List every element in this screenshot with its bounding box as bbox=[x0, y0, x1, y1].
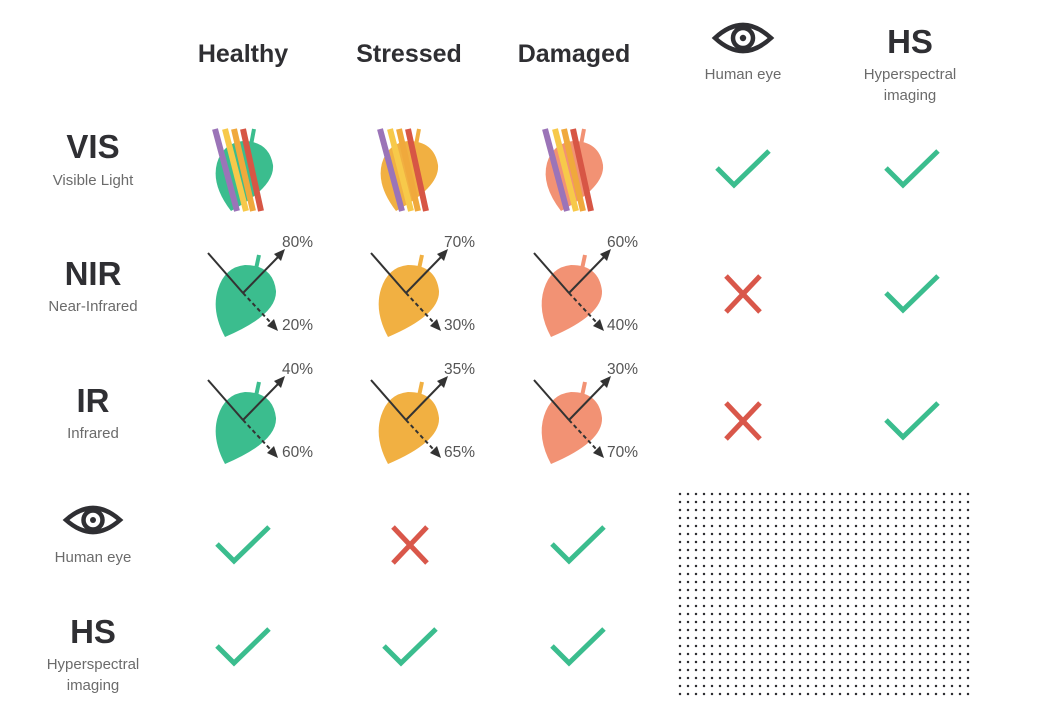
col-header-hs-subtitle-1: Hyperspectral bbox=[863, 66, 957, 83]
ir-human-eye-mark bbox=[714, 399, 772, 448]
row-header-nir: NIR bbox=[64, 255, 122, 292]
nir-human-eye-mark bbox=[714, 272, 772, 321]
ir-stressed-transmitted: 65% bbox=[444, 444, 476, 461]
nir-stressed-transmitted: 30% bbox=[444, 317, 476, 334]
check-icon bbox=[215, 627, 271, 667]
nir-damaged-transmitted: 40% bbox=[607, 317, 639, 334]
col-header-hs-subtitle-2: imaging bbox=[883, 87, 937, 104]
nir-damaged-leaf-illustration bbox=[533, 249, 611, 337]
nir-healthy-leaf-illustration bbox=[207, 249, 285, 337]
nir-stressed-leaf-illustration bbox=[370, 249, 448, 337]
row-header-hs-subtitle-2: imaging bbox=[66, 677, 120, 694]
cross-icon bbox=[724, 274, 762, 314]
check-icon bbox=[550, 627, 606, 667]
vis-healthy-leaf-illustration bbox=[212, 128, 274, 212]
hs-damaged-mark bbox=[549, 625, 607, 674]
vis-human-eye-mark bbox=[714, 147, 772, 196]
col-header-damaged: Damaged bbox=[517, 40, 631, 68]
col-header-hs: HS bbox=[887, 23, 933, 60]
hs-stressed-mark bbox=[381, 625, 439, 674]
ir-healthy-leaf-illustration bbox=[207, 376, 285, 464]
check-icon bbox=[550, 525, 606, 565]
eye-icon bbox=[62, 505, 124, 535]
nir-hs-mark bbox=[883, 272, 941, 321]
ir-damaged-reflected: 30% bbox=[607, 361, 639, 378]
cross-icon bbox=[391, 525, 429, 565]
eye-icon bbox=[711, 22, 775, 54]
ir-healthy-transmitted: 60% bbox=[282, 444, 314, 461]
ir-healthy-reflected: 40% bbox=[282, 361, 314, 378]
nir-healthy-reflected: 80% bbox=[282, 234, 314, 251]
human-eye-stressed-mark bbox=[381, 523, 439, 572]
ir-stressed-leaf-illustration bbox=[370, 376, 448, 464]
check-icon bbox=[884, 274, 940, 314]
row-header-hs: HS bbox=[70, 613, 116, 650]
row-header-human-eye: Human eye bbox=[54, 549, 132, 566]
col-header-healthy: Healthy bbox=[197, 40, 289, 68]
ir-damaged-leaf-illustration bbox=[533, 376, 611, 464]
not-applicable-dotted-area bbox=[676, 490, 972, 696]
col-header-stressed: Stressed bbox=[356, 40, 462, 68]
human-eye-healthy-mark bbox=[214, 523, 272, 572]
check-icon bbox=[382, 627, 438, 667]
row-header-hs-subtitle-1: Hyperspectral bbox=[46, 656, 140, 673]
human-eye-damaged-mark bbox=[549, 523, 607, 572]
check-icon bbox=[215, 525, 271, 565]
row-header-vis: VIS bbox=[66, 128, 120, 165]
row-header-ir: IR bbox=[76, 382, 110, 419]
nir-stressed-reflected: 70% bbox=[444, 234, 476, 251]
check-icon bbox=[884, 149, 940, 189]
cross-icon bbox=[724, 401, 762, 441]
col-header-human-eye: Human eye bbox=[704, 66, 782, 83]
vis-stressed-leaf-illustration bbox=[377, 128, 439, 212]
nir-damaged-reflected: 60% bbox=[607, 234, 639, 251]
check-icon bbox=[715, 149, 771, 189]
row-header-vis-subtitle: Visible Light bbox=[52, 172, 134, 189]
check-icon bbox=[884, 401, 940, 441]
hs-healthy-mark bbox=[214, 625, 272, 674]
nir-healthy-transmitted: 20% bbox=[282, 317, 314, 334]
ir-damaged-transmitted: 70% bbox=[607, 444, 639, 461]
row-header-ir-subtitle: Infrared bbox=[67, 425, 119, 442]
ir-hs-mark bbox=[883, 399, 941, 448]
vis-hs-mark bbox=[883, 147, 941, 196]
row-header-nir-subtitle: Near-Infrared bbox=[48, 298, 138, 315]
ir-stressed-reflected: 35% bbox=[444, 361, 476, 378]
vis-damaged-leaf-illustration bbox=[542, 128, 604, 212]
